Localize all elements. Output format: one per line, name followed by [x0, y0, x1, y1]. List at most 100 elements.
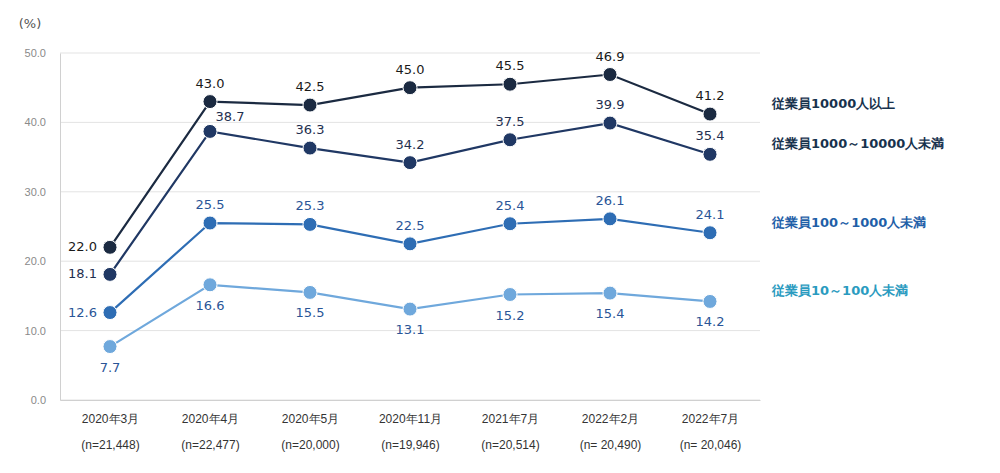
tick-label: 10.0: [25, 325, 46, 337]
point-marker: [503, 288, 517, 302]
point-marker: [703, 226, 717, 240]
x-tick: 2022年7月(n= 20,046): [680, 400, 742, 452]
point-marker: [103, 306, 117, 320]
y-tick: 40.0: [25, 116, 60, 128]
data-label: 13.1: [396, 322, 425, 337]
point-marker: [203, 216, 217, 230]
point-marker: [603, 116, 617, 130]
x-axis: 2020年3月(n=21,448) 2020年4月(n=22,477) 2020年5…: [61, 400, 761, 452]
data-label: 7.7: [100, 360, 121, 375]
data-label: 25.3: [296, 198, 325, 213]
data-label: 45.5: [496, 58, 525, 73]
labels: 22.043.042.545.045.546.941.2従業員10000人以上1…: [68, 49, 944, 375]
tick-label: 2020年3月(n=21,448): [81, 412, 139, 452]
x-tick: 2020年3月(n=21,448): [81, 400, 139, 452]
point-marker: [503, 77, 517, 91]
point-marker: [703, 147, 717, 161]
series-name: 従業員10000人以上: [771, 96, 895, 111]
point-marker: [403, 237, 417, 251]
tick-label: 50.0: [25, 47, 46, 59]
point-marker: [503, 133, 517, 147]
y-tick: 50.0: [25, 47, 60, 59]
y-tick: 0.0: [31, 394, 60, 406]
series-line: [110, 285, 710, 347]
data-label: 15.5: [296, 305, 325, 320]
data-label: 34.2: [396, 137, 425, 152]
data-label: 15.2: [496, 308, 525, 323]
data-label: 25.4: [496, 198, 525, 213]
data-label: 45.0: [396, 62, 425, 77]
grid-line: [60, 191, 760, 192]
data-label: 25.5: [196, 197, 225, 212]
grid: [60, 53, 760, 400]
point-marker: [103, 340, 117, 354]
axis-title: (%): [19, 16, 42, 31]
data-label: 38.7: [216, 109, 245, 124]
data-label: 36.3: [296, 122, 325, 137]
data-label: 46.9: [596, 49, 625, 64]
point-marker: [103, 240, 117, 254]
grid-line: [60, 261, 760, 262]
point-marker: [403, 81, 417, 95]
data-label: 42.5: [296, 79, 325, 94]
tick-label: 2020年4月(n=22,477): [181, 412, 239, 452]
x-tick: 2020年4月(n=22,477): [181, 400, 239, 452]
data-label: 18.1: [68, 266, 97, 281]
grid-line: [60, 53, 760, 54]
tick-label: 2022年2月(n= 20,490): [580, 412, 642, 452]
axis-line: [60, 54, 61, 401]
x-tick: 2020年5月(n=20,000): [281, 400, 339, 452]
data-label: 22.5: [396, 218, 425, 233]
point-marker: [303, 141, 317, 155]
data-label: 35.4: [696, 128, 725, 143]
point-marker: [403, 156, 417, 170]
series-line: [110, 219, 710, 313]
chart-svg: 0.0 10.0 20.0 30.0 40.0 50.0 (%) 2020年3月(n=21,4…: [0, 0, 1000, 473]
point-marker: [703, 294, 717, 308]
data-label: 14.2: [696, 314, 725, 329]
axis-line: [61, 400, 761, 401]
point-marker: [203, 124, 217, 138]
point-marker: [703, 107, 717, 121]
tick-label: 30.0: [25, 186, 46, 198]
x-tick: 2022年2月(n= 20,490): [580, 400, 642, 452]
x-tick: 2021年7月(n=20,514): [481, 400, 539, 452]
tick-label: 2020年11月(n=19,946): [379, 412, 442, 452]
tick-label: 2021年7月(n=20,514): [481, 412, 539, 452]
data-label: 16.6: [196, 298, 225, 313]
point-marker: [203, 95, 217, 109]
tick-label: 0.0: [31, 394, 46, 406]
plot-marks: [103, 68, 717, 354]
series-name: 従業員100～1000人未満: [771, 215, 926, 230]
tick-label: 2022年7月(n= 20,046): [680, 412, 742, 452]
x-tick: 2020年11月(n=19,946): [379, 400, 442, 452]
point-marker: [503, 217, 517, 231]
point-marker: [303, 285, 317, 299]
y-tick: 10.0: [25, 325, 60, 337]
data-label: 24.1: [696, 207, 725, 222]
data-label: 26.1: [596, 193, 625, 208]
data-label: 12.6: [68, 305, 97, 320]
point-marker: [603, 212, 617, 226]
point-marker: [403, 302, 417, 316]
y-tick: 20.0: [25, 255, 60, 267]
y-axis: 0.0 10.0 20.0 30.0 40.0 50.0: [25, 47, 61, 406]
tick-label: 40.0: [25, 116, 46, 128]
tick-label: 20.0: [25, 255, 46, 267]
data-label: 15.4: [596, 306, 625, 321]
series-name: 従業員1000～10000人未満: [771, 136, 944, 151]
data-label: 37.5: [496, 114, 525, 129]
point-marker: [303, 98, 317, 112]
tick-label: 2020年5月(n=20,000): [281, 412, 339, 452]
data-label: 39.9: [596, 97, 625, 112]
data-label: 22.0: [68, 239, 97, 254]
point-marker: [303, 217, 317, 231]
series-name: 従業員10～100人未満: [771, 283, 908, 298]
chart-container: 0.0 10.0 20.0 30.0 40.0 50.0 (%) 2020年3月(n=21,4…: [0, 0, 1000, 473]
grid-line: [60, 400, 760, 401]
point-marker: [103, 267, 117, 281]
point-marker: [603, 68, 617, 82]
series-line: [110, 75, 710, 248]
data-label: 41.2: [696, 88, 725, 103]
y-tick: 30.0: [25, 186, 60, 198]
